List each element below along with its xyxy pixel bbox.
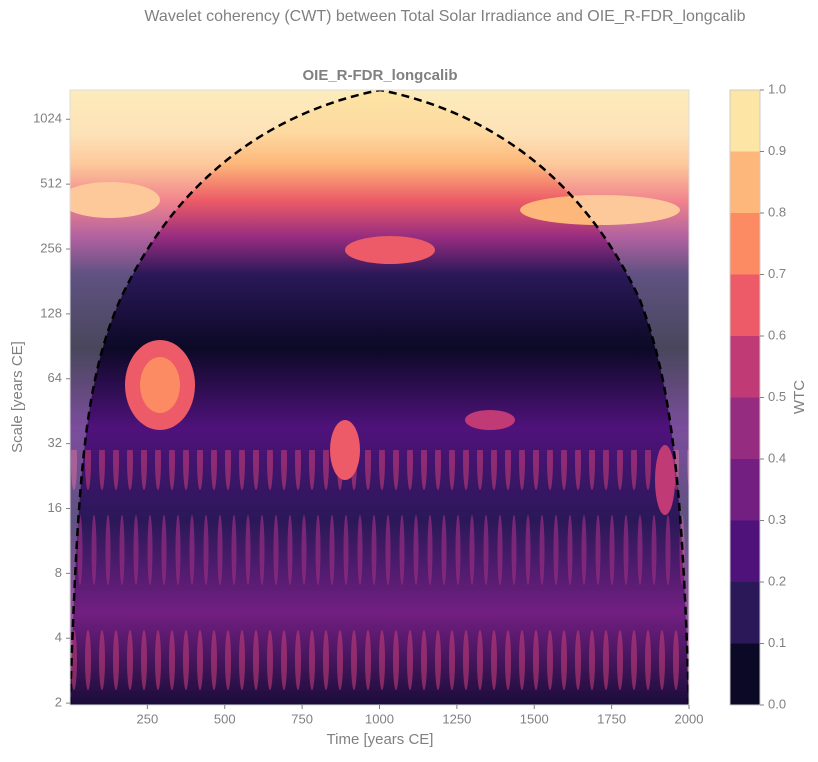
colorbar-level [730,520,760,582]
x-axis-label: Time [years CE] [327,731,434,748]
colorbar-tick-label: 0.5 [768,389,786,404]
colorbar-tick-label: 0.4 [768,450,786,465]
y-tick-label: 32 [48,435,62,450]
colorbar-level [730,459,760,521]
x-tick-label: 2000 [675,711,704,726]
x-tick-label: 1500 [520,711,549,726]
colorbar-label: WTC [791,380,808,414]
x-tick-label: 1750 [597,711,626,726]
colorbar-level [730,274,760,336]
colorbar-tick-label: 0.3 [768,512,786,527]
x-tick-label: 750 [291,711,313,726]
coherence-field [70,90,689,705]
cone-of-influence [70,90,689,705]
y-tick-label: 512 [40,176,62,191]
colorbar-level [730,90,760,152]
y-tick-label: 8 [55,565,62,580]
x-tick-label: 1000 [365,711,394,726]
colorbar-tick-label: 1.0 [768,81,786,96]
colorbar-tick-label: 0.2 [768,573,786,588]
y-tick-label: 1024 [33,111,62,126]
colorbar-tick-label: 0.1 [768,635,786,650]
y-tick-label: 2 [55,695,62,710]
colorbar-level [730,582,760,644]
colorbar-tick-label: 0.9 [768,143,786,158]
subplot-title: OIE_R-FDR_longcalib [302,67,457,84]
colorbar-tick-label: 0.0 [768,696,786,711]
colorbar-level [730,336,760,398]
y-tick-label: 256 [40,240,62,255]
colorbar-level [730,151,760,213]
x-tick-label: 250 [137,711,159,726]
x-tick-label: 1250 [442,711,471,726]
y-tick-label: 128 [40,305,62,320]
colorbar-level [730,213,760,275]
y-tick-label: 16 [48,500,62,515]
y-tick-label: 64 [48,370,62,385]
chart-title: Wavelet coherency (CWT) between Total So… [144,8,745,25]
y-axis-label: Scale [years CE] [9,341,26,453]
colorbar-level [730,397,760,459]
colorbar-tick-label: 0.8 [768,204,786,219]
colorbar-tick-label: 0.7 [768,266,786,281]
y-tick-label: 4 [55,630,62,645]
colorbar-level [730,643,760,705]
colorbar-tick-label: 0.6 [768,327,786,342]
x-tick-label: 500 [214,711,236,726]
